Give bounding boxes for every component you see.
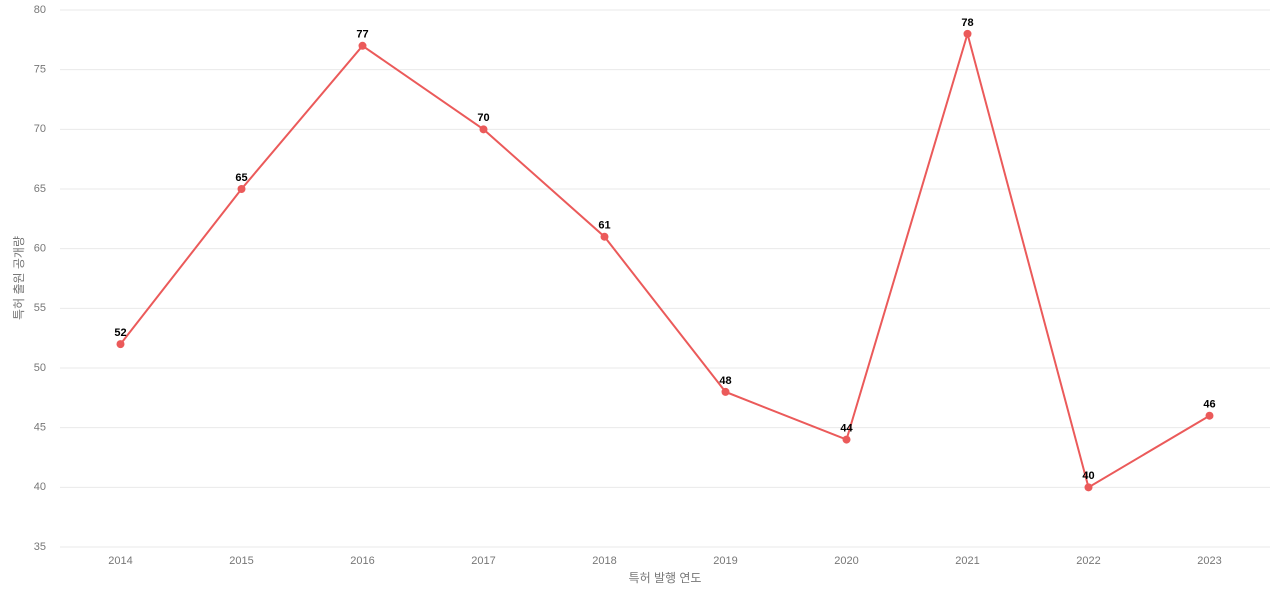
data-label: 40 — [1082, 470, 1094, 482]
data-label: 77 — [356, 29, 368, 41]
data-label: 44 — [840, 423, 853, 435]
data-label: 48 — [719, 375, 731, 387]
y-tick-label: 40 — [34, 481, 46, 493]
y-tick-label: 80 — [34, 4, 46, 16]
data-label: 70 — [477, 112, 489, 124]
data-label: 61 — [598, 220, 610, 232]
y-tick-label: 55 — [34, 302, 46, 314]
data-point — [237, 185, 246, 193]
y-tick-label: 70 — [34, 123, 46, 135]
x-tick-label: 2017 — [471, 555, 495, 567]
data-point — [479, 125, 488, 134]
y-tick-label: 60 — [34, 243, 46, 255]
x-axis-title: 특허 발행 연도 — [629, 570, 702, 585]
data-label: 78 — [961, 17, 973, 29]
x-tick-label: 2023 — [1197, 555, 1221, 567]
y-tick-label: 45 — [34, 422, 46, 434]
y-tick-label: 35 — [34, 541, 46, 553]
x-tick-label: 2022 — [1076, 555, 1100, 567]
y-tick-label: 75 — [34, 64, 46, 76]
y-axis-title: 특허 출원 공개량 — [12, 236, 26, 320]
data-label: 46 — [1203, 399, 1215, 411]
data-point — [1084, 483, 1093, 492]
y-tick-label: 65 — [34, 183, 46, 195]
data-point — [116, 340, 125, 349]
x-tick-label: 2018 — [592, 555, 616, 567]
y-tick-label: 50 — [34, 362, 46, 374]
data-point — [358, 41, 367, 50]
x-tick-label: 2021 — [955, 555, 979, 567]
data-point — [600, 232, 609, 241]
x-tick-label: 2015 — [229, 555, 253, 567]
x-tick-label: 2020 — [834, 555, 858, 567]
data-point — [1205, 411, 1214, 420]
data-point — [721, 387, 730, 396]
data-point — [842, 435, 851, 444]
data-label: 52 — [114, 327, 126, 339]
data-label: 65 — [235, 172, 247, 184]
x-tick-label: 2019 — [713, 555, 737, 567]
data-point — [963, 29, 972, 38]
x-tick-label: 2014 — [108, 555, 132, 567]
x-tick-label: 2016 — [350, 555, 374, 567]
data-line — [119, 30, 1211, 489]
